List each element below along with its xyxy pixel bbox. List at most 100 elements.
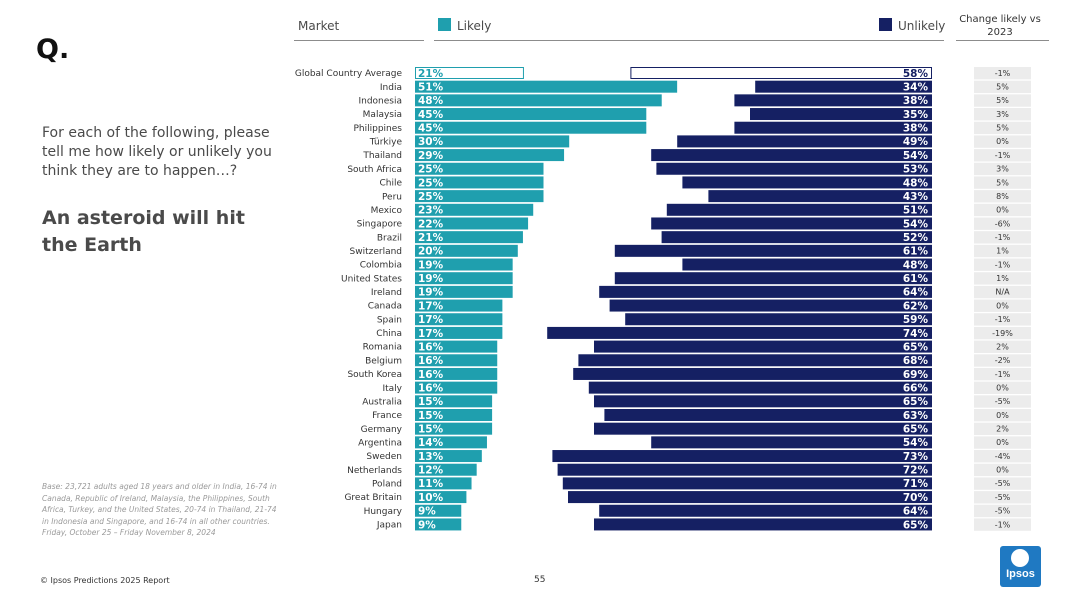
legend-unlikely-swatch <box>879 18 892 31</box>
unlikely-value-label: 64% <box>903 506 929 518</box>
unlikely-value-label: 59% <box>903 314 929 326</box>
likely-value-label: 9% <box>418 506 436 518</box>
likely-bar <box>415 94 662 107</box>
footer-copyright: © Ipsos Predictions 2025 Report <box>40 576 170 585</box>
change-value: -1% <box>995 233 1011 242</box>
unlikely-bar <box>614 244 932 257</box>
change-cell <box>974 491 1031 504</box>
change-value: 0% <box>996 137 1009 146</box>
unlikely-bar <box>609 299 932 312</box>
change-value: -5% <box>995 397 1011 406</box>
change-cell <box>974 409 1031 422</box>
unlikely-bar <box>682 176 932 189</box>
change-cell <box>974 258 1031 271</box>
change-cell <box>974 149 1031 162</box>
change-value: 0% <box>996 466 1009 475</box>
unlikely-bar <box>651 217 932 230</box>
ipsos-logo: Ipsos <box>1000 546 1041 587</box>
market-label: Netherlands <box>347 466 402 476</box>
change-cell <box>974 381 1031 395</box>
change-cell <box>974 436 1031 449</box>
ipsos-logo-mark <box>1011 549 1029 567</box>
change-cell <box>974 340 1031 353</box>
likely-bar <box>415 395 493 408</box>
change-cell <box>974 203 1031 217</box>
change-value: -5% <box>995 493 1011 502</box>
unlikely-value-label: 66% <box>903 382 929 394</box>
change-cell <box>974 176 1031 189</box>
unlikely-value-label: 43% <box>903 191 929 203</box>
change-value: -1% <box>995 520 1011 529</box>
market-label: United States <box>341 274 402 284</box>
unlikely-value-label: 48% <box>903 177 929 189</box>
likely-value-label: 48% <box>418 95 444 107</box>
market-label: Sweden <box>366 452 402 462</box>
unlikely-bar <box>734 121 932 134</box>
header-market: Market <box>298 19 340 33</box>
question-headline: An asteroid will hit the Earth <box>42 207 245 256</box>
unlikely-bar <box>547 326 932 339</box>
likely-bar <box>415 340 498 353</box>
unlikely-bar <box>562 477 932 490</box>
likely-value-label: 11% <box>418 478 444 490</box>
likely-bar <box>415 409 493 421</box>
unlikely-value-label: 65% <box>903 396 929 408</box>
unlikely-value-label: 72% <box>903 465 929 477</box>
market-label: Philippines <box>354 124 403 134</box>
change-cell <box>974 518 1031 531</box>
likely-bar <box>415 149 565 162</box>
unlikely-bar <box>588 381 932 394</box>
unlikely-value-label: 61% <box>903 246 929 258</box>
page-number: 55 <box>534 575 546 585</box>
likely-value-label: 10% <box>418 492 444 504</box>
unlikely-value-label: 65% <box>903 424 929 436</box>
change-cell <box>974 299 1031 312</box>
change-value: -1% <box>995 260 1011 269</box>
change-value: -1% <box>995 370 1011 379</box>
likely-bar <box>415 108 647 121</box>
likely-value-label: 9% <box>418 519 436 531</box>
likely-value-label: 21% <box>418 232 444 244</box>
change-cell <box>974 477 1031 490</box>
likely-bar <box>415 135 570 148</box>
change-cell <box>974 326 1031 340</box>
likely-value-label: 19% <box>418 287 444 299</box>
likely-bar <box>415 450 482 463</box>
question-intro: For each of the following, please tell m… <box>42 125 272 179</box>
unlikely-bar <box>708 190 932 203</box>
unlikely-bar <box>682 258 932 271</box>
likely-value-label: 25% <box>418 177 444 189</box>
change-value: 0% <box>996 301 1009 310</box>
unlikely-value-label: 64% <box>903 287 929 299</box>
market-label: China <box>376 329 402 339</box>
change-value: 2% <box>996 342 1009 351</box>
likely-value-label: 16% <box>418 382 444 394</box>
change-value: N/A <box>995 288 1010 297</box>
change-value: 0% <box>996 411 1009 420</box>
likely-bar <box>415 367 498 380</box>
change-cell <box>974 463 1031 477</box>
market-label: Romania <box>363 343 402 353</box>
unlikely-bar <box>666 203 932 216</box>
unlikely-bar <box>677 135 932 148</box>
change-value: 8% <box>996 192 1009 201</box>
unlikely-value-label: 38% <box>903 123 929 135</box>
unlikely-value-label: 73% <box>903 451 929 463</box>
market-label: Poland <box>372 480 402 490</box>
change-cell <box>974 67 1031 80</box>
unlikely-bar <box>573 367 932 380</box>
change-cell <box>974 80 1031 94</box>
likely-bar <box>415 285 513 298</box>
market-label: South Korea <box>347 370 402 380</box>
likely-value-label: 45% <box>418 123 444 135</box>
likely-value-label: 15% <box>418 410 444 422</box>
change-cell <box>974 162 1031 176</box>
change-cell <box>974 94 1031 107</box>
likely-bar <box>415 67 524 79</box>
change-value: 5% <box>996 96 1009 105</box>
question-mark-label: Q. <box>36 34 70 65</box>
unlikely-value-label: 58% <box>903 68 929 80</box>
likely-bar <box>415 217 529 230</box>
likely-value-label: 15% <box>418 396 444 408</box>
